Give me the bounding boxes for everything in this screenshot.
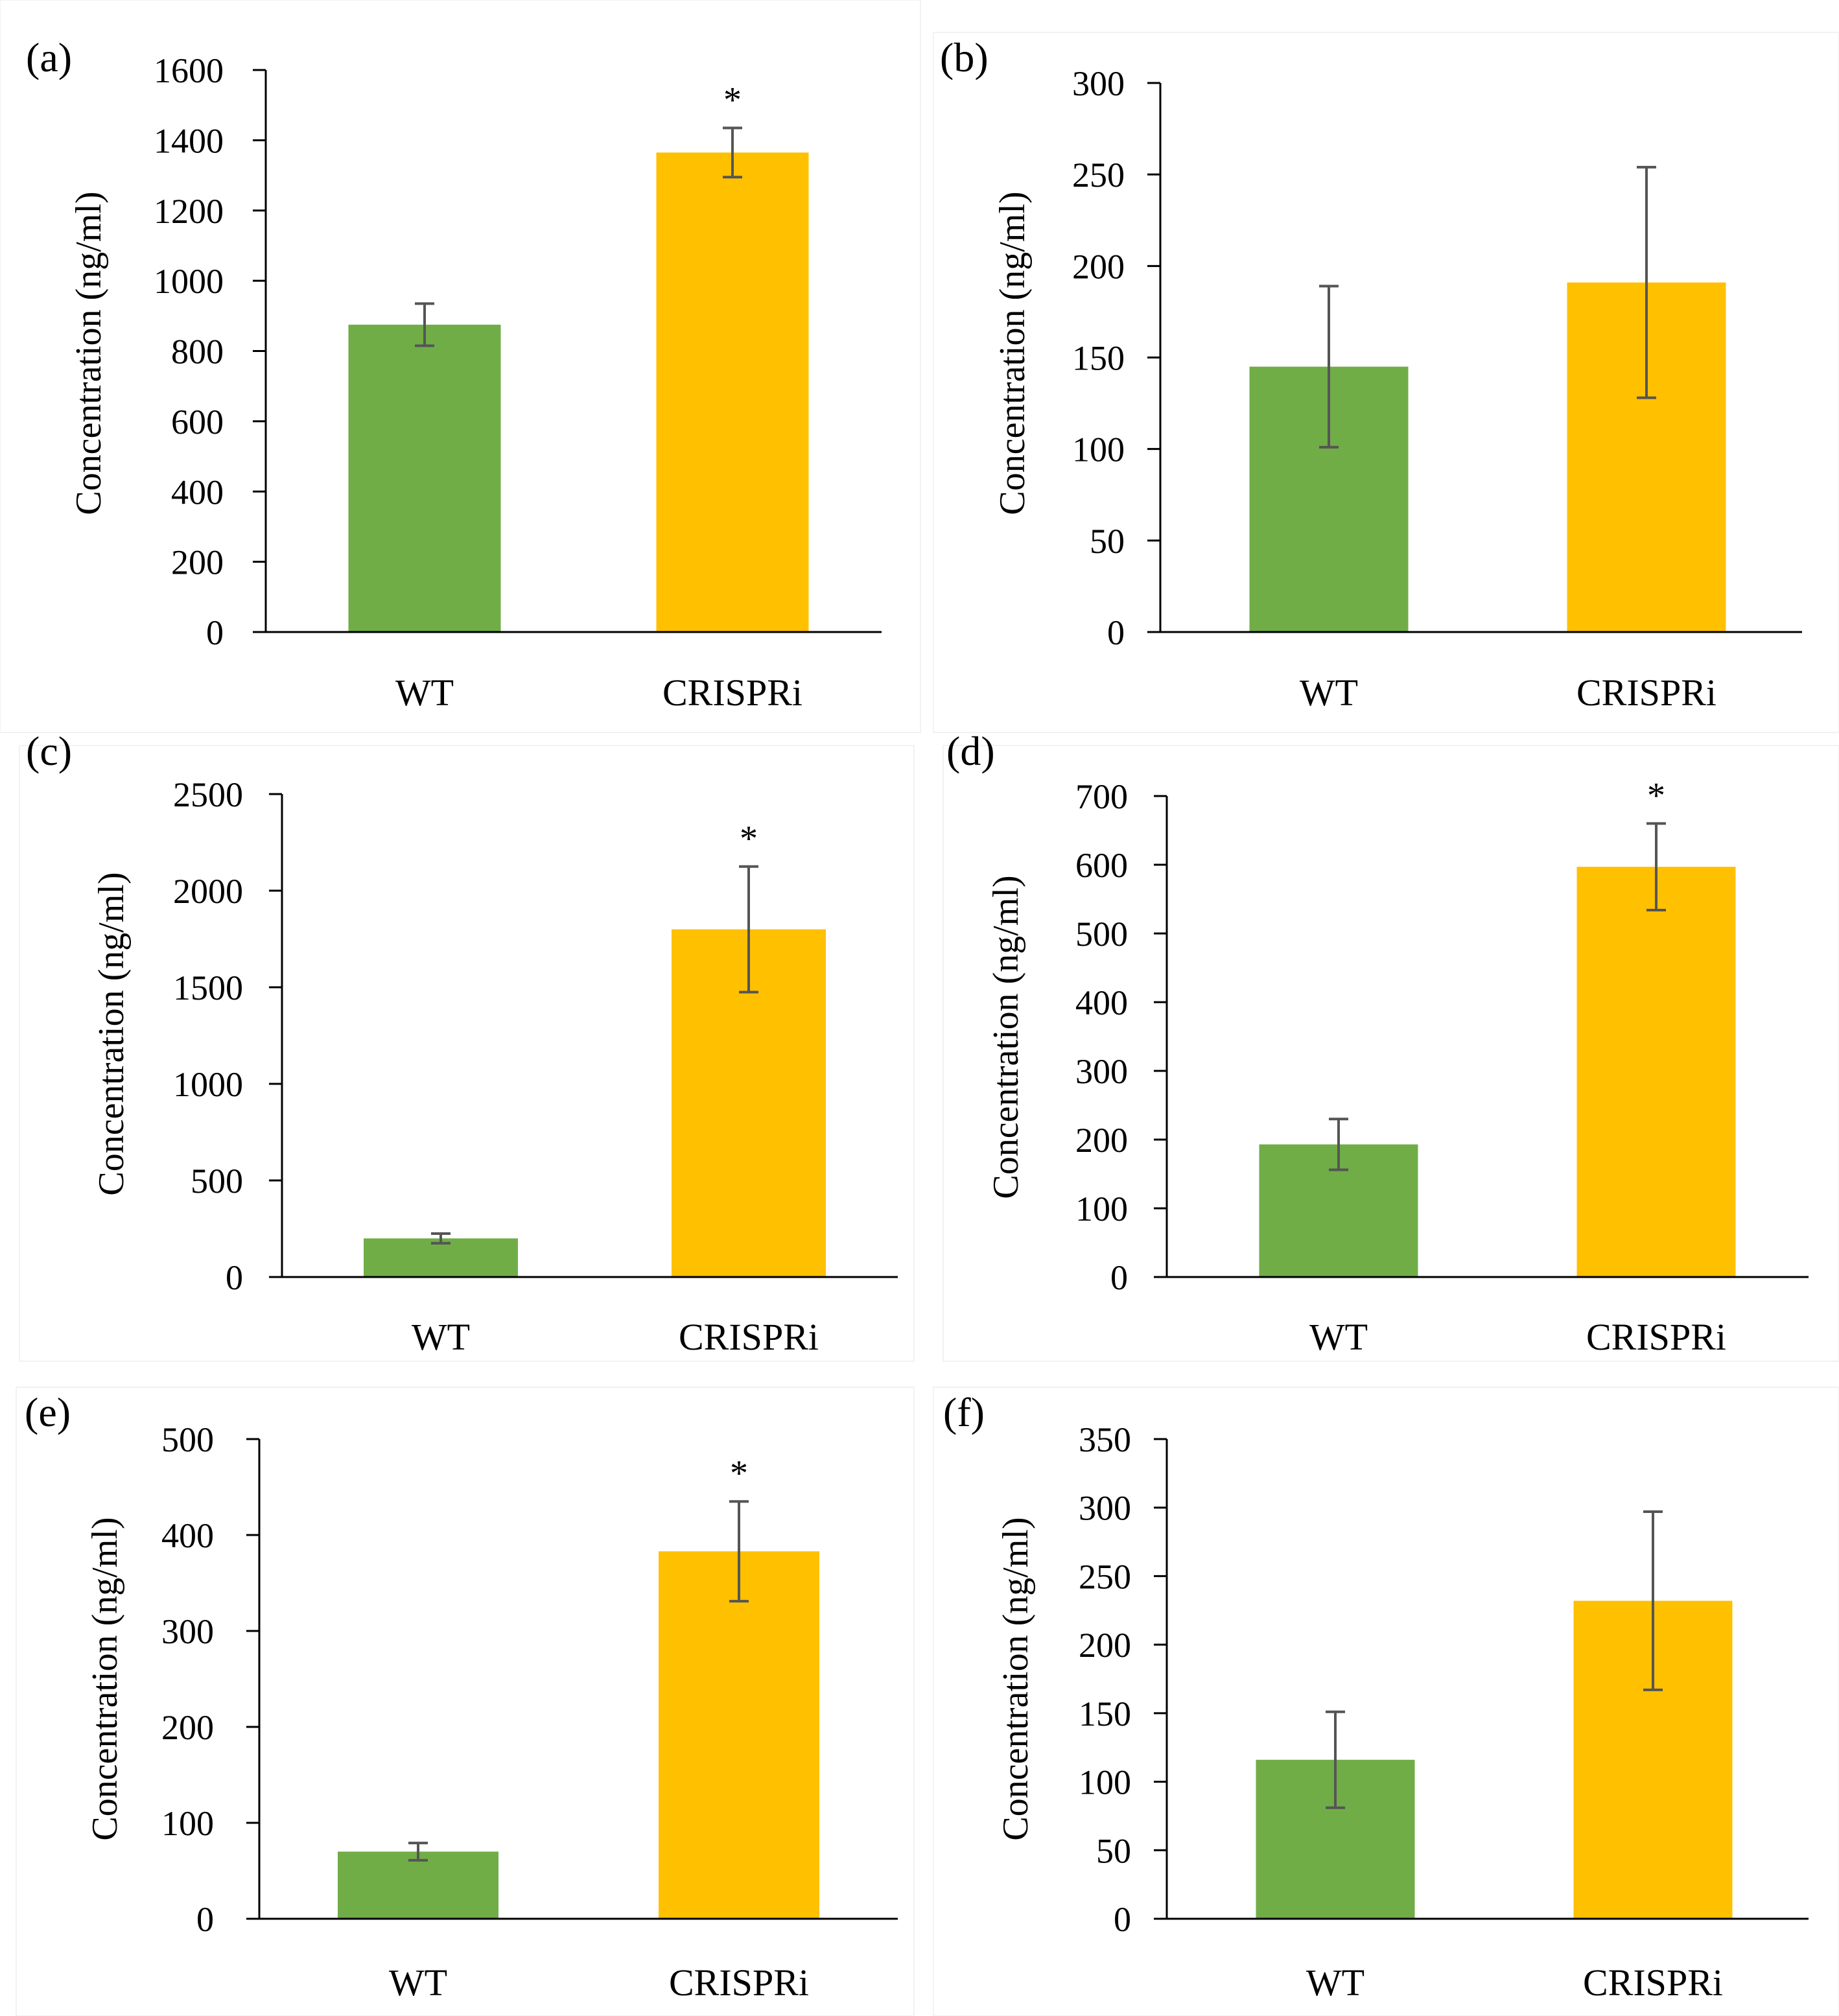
x-category-label: WT — [412, 1316, 470, 1358]
y-tick-label: 1600 — [154, 51, 224, 90]
error-bar-wt — [415, 302, 434, 347]
error-bar-wt — [1319, 285, 1339, 449]
error-bar-wt — [1329, 1118, 1348, 1171]
panel-label: (c) — [26, 728, 72, 774]
y-axis-label: Concentration (ng/ml) — [992, 191, 1033, 515]
significance-marker: * — [730, 1453, 748, 1494]
panel-label: (a) — [26, 34, 72, 80]
y-tick-label: 400 — [1075, 983, 1128, 1022]
y-tick-label: 300 — [1072, 64, 1125, 103]
y-tick-label: 2000 — [173, 872, 243, 911]
chart-panel-6: (f) Concentration (ng/ml) 0 50 100 150 200 250 3… — [933, 1387, 1839, 2016]
x-category-label: CRISPRi — [1586, 1316, 1726, 1358]
significance-marker: * — [1647, 775, 1665, 815]
x-category-label: WT — [389, 1962, 447, 2004]
y-tick-label: 50 — [1090, 522, 1125, 561]
y-tick-label: 500 — [191, 1162, 243, 1201]
panel-label: (f) — [943, 1389, 985, 1435]
y-tick-label: 400 — [171, 473, 224, 511]
x-category-label: CRISPRi — [1583, 1962, 1723, 2004]
error-bar-crispri — [1646, 822, 1666, 911]
y-tick-label: 0 — [226, 1258, 243, 1297]
y-axis-label: Concentration (ng/ml) — [85, 1517, 125, 1840]
x-category-label: CRISPRi — [669, 1962, 809, 2004]
x-category-label: WT — [1306, 1962, 1365, 2004]
y-tick-label: 200 — [1072, 247, 1125, 286]
chart-panel-5: (e) Concentration (ng/ml) 0 100 200 300 400 500… — [16, 1387, 915, 2016]
bar-crispri — [1576, 867, 1736, 1277]
y-tick-label: 300 — [161, 1612, 214, 1651]
y-axis-label: Concentration (ng/ml) — [69, 191, 109, 515]
error-bar-crispri — [739, 865, 758, 994]
significance-marker: * — [723, 80, 742, 120]
y-tick-label: 300 — [1075, 1052, 1128, 1091]
y-tick-label: 0 — [1110, 1258, 1128, 1297]
y-tick-label: 100 — [161, 1804, 214, 1843]
x-category-label: WT — [1300, 672, 1358, 714]
x-category-label: WT — [395, 672, 454, 714]
y-tick-label: 200 — [161, 1708, 214, 1747]
y-tick-label: 50 — [1096, 1831, 1131, 1870]
y-tick-label: 2500 — [173, 775, 243, 814]
y-tick-label: 1500 — [173, 968, 243, 1007]
bar-wt — [338, 1851, 498, 1919]
y-tick-label: 250 — [1072, 156, 1125, 194]
x-category-label: WT — [1309, 1316, 1368, 1358]
y-tick-label: 1400 — [154, 121, 224, 160]
error-bar-crispri — [1637, 165, 1656, 399]
y-tick-label: 200 — [171, 543, 224, 582]
y-tick-label: 600 — [1075, 846, 1128, 885]
chart-panel-3: (c) Concentration (ng/ml) 0 500 1000 1500 2000… — [19, 728, 915, 1362]
y-tick-label: 100 — [1072, 430, 1125, 469]
panel-label: (e) — [25, 1389, 71, 1435]
y-tick-label: 150 — [1079, 1694, 1131, 1733]
y-tick-label: 100 — [1079, 1763, 1131, 1802]
error-bar-crispri — [1643, 1510, 1663, 1691]
y-tick-label: 300 — [1079, 1489, 1131, 1528]
y-tick-label: 200 — [1079, 1626, 1131, 1665]
x-category-label: CRISPRi — [662, 672, 802, 714]
y-tick-label: 0 — [206, 613, 224, 652]
panel-label: (b) — [940, 34, 989, 80]
y-tick-label: 400 — [161, 1516, 214, 1555]
y-tick-label: 100 — [1075, 1190, 1128, 1228]
error-bar-crispri — [729, 1500, 749, 1603]
y-tick-label: 500 — [161, 1420, 214, 1459]
error-bar-wt — [408, 1842, 428, 1862]
error-bar-wt — [431, 1232, 451, 1245]
y-tick-label: 500 — [1075, 915, 1128, 954]
y-axis-label: Concentration (ng/ml) — [91, 872, 132, 1195]
y-tick-label: 600 — [171, 403, 224, 441]
y-tick-label: 200 — [1075, 1121, 1128, 1160]
y-tick-label: 0 — [196, 1900, 214, 1939]
y-tick-label: 800 — [171, 333, 224, 371]
panel-label: (d) — [946, 728, 995, 774]
error-bar-wt — [1326, 1710, 1345, 1809]
y-tick-label: 0 — [1107, 613, 1125, 652]
y-axis-label: Concentration (ng/ml) — [986, 875, 1026, 1199]
y-tick-label: 1000 — [154, 262, 224, 301]
bar-crispri — [656, 152, 809, 632]
y-tick-label: 0 — [1114, 1900, 1131, 1939]
x-category-label: CRISPRi — [679, 1316, 819, 1358]
y-tick-label: 1200 — [154, 192, 224, 231]
y-axis-label: Concentration (ng/ml) — [996, 1517, 1036, 1840]
y-tick-label: 250 — [1079, 1557, 1131, 1596]
y-tick-label: 350 — [1079, 1420, 1131, 1459]
error-bar-crispri — [723, 126, 742, 179]
significance-marker: * — [740, 819, 758, 859]
chart-panel-2: (b) Concentration (ng/ml) 0 50 100 150 200 250 3… — [933, 32, 1839, 733]
chart-panel-1: (a) Concentration (ng/ml) 0 200 400 600 800 100… — [0, 0, 921, 733]
chart-panel-4: (d) Concentration (ng/ml) 0 100 200 300 400 500… — [943, 728, 1839, 1362]
bar-wt — [348, 324, 501, 632]
y-tick-label: 1000 — [173, 1065, 243, 1104]
x-category-label: CRISPRi — [1576, 672, 1716, 714]
y-tick-label: 700 — [1075, 777, 1128, 816]
bar-crispri — [659, 1551, 819, 1919]
bar-wt — [364, 1238, 518, 1277]
y-tick-label: 150 — [1072, 339, 1125, 378]
